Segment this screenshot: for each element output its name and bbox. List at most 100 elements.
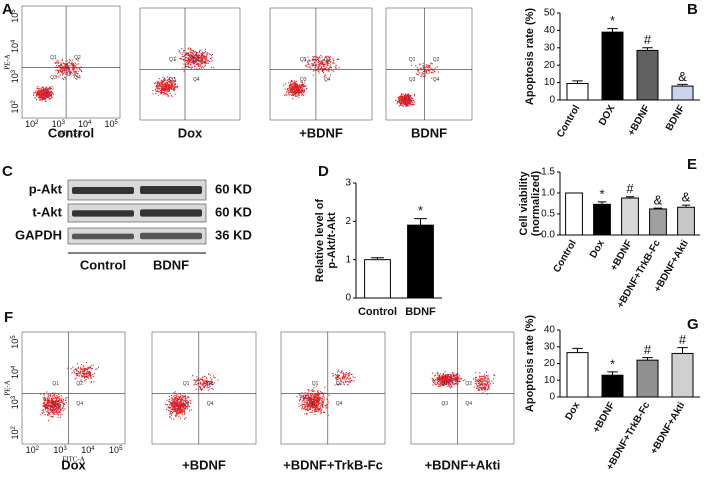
event-dot — [48, 399, 50, 401]
event-dot — [192, 53, 194, 55]
event-dot — [432, 384, 434, 386]
event-dot — [323, 75, 325, 77]
event-dot — [176, 408, 178, 410]
event-dot — [82, 374, 84, 376]
event-dot — [202, 54, 204, 56]
event-dot — [177, 409, 180, 411]
event-dot — [168, 78, 170, 81]
event-dot — [347, 376, 349, 378]
event-dot — [194, 67, 196, 69]
event-dot — [83, 375, 85, 377]
event-dot — [425, 66, 427, 68]
event-dot — [491, 380, 493, 382]
event-dot — [56, 408, 59, 411]
event-dot — [295, 91, 298, 94]
event-dot — [161, 91, 163, 94]
event-dot — [326, 69, 328, 71]
event-dot — [310, 395, 312, 397]
event-dot — [58, 405, 60, 408]
event-dot — [53, 405, 55, 407]
event-dot — [420, 67, 422, 69]
event-dot — [460, 378, 462, 380]
event-dot — [181, 400, 183, 402]
event-dot — [49, 92, 51, 94]
event-dot — [300, 85, 302, 87]
y-axis-label: Apoptosis rate (%) — [524, 315, 536, 413]
event-dot — [483, 383, 485, 385]
event-dot — [401, 102, 403, 104]
event-dot — [407, 94, 409, 96]
event-dot — [402, 101, 404, 103]
event-dot — [171, 87, 173, 89]
event-dot — [312, 401, 314, 403]
event-dot — [448, 379, 450, 382]
event-dot — [485, 386, 487, 389]
event-dot — [321, 62, 323, 64]
event-dot — [167, 88, 169, 90]
tick-exponent: 3 — [62, 120, 66, 126]
event-dot — [316, 69, 318, 71]
event-dot — [73, 68, 75, 70]
event-dot — [342, 373, 345, 375]
event-dot — [328, 62, 330, 64]
event-dot — [45, 406, 47, 408]
event-dot — [44, 406, 46, 408]
event-dot — [182, 396, 184, 399]
event-dot — [179, 401, 181, 404]
event-dot — [474, 378, 476, 380]
event-dot — [58, 71, 60, 73]
event-dot — [62, 408, 64, 410]
row-label: GAPDH — [15, 227, 62, 242]
event-dot — [320, 60, 322, 62]
event-dot — [301, 86, 303, 88]
event-dot — [177, 406, 179, 408]
event-dot — [188, 405, 190, 408]
event-dot — [46, 94, 48, 96]
event-dot — [480, 381, 483, 383]
event-dot — [41, 97, 44, 99]
event-dot — [406, 99, 408, 101]
event-dot — [173, 83, 176, 85]
event-dot — [477, 385, 479, 387]
event-dot — [332, 375, 334, 377]
event-dot — [187, 63, 189, 65]
event-dot — [447, 379, 449, 381]
panel-letter: E — [687, 156, 697, 173]
event-dot — [77, 60, 79, 62]
event-dot — [50, 407, 52, 409]
event-dot — [171, 77, 173, 80]
size-label: 36 KD — [215, 227, 252, 242]
event-dot — [298, 96, 300, 98]
event-dot — [294, 94, 297, 96]
event-dot — [201, 54, 203, 57]
event-dot — [326, 404, 328, 406]
event-dot — [433, 70, 436, 72]
x-tick-label: DOX — [597, 103, 618, 128]
event-dot — [307, 405, 310, 407]
event-dot — [75, 58, 77, 60]
event-dot — [201, 56, 204, 59]
event-dot — [488, 381, 490, 383]
tick-base: 10 — [52, 119, 62, 129]
event-dot — [69, 73, 71, 75]
event-dot — [447, 374, 450, 376]
event-dot — [66, 71, 69, 73]
event-dot — [419, 63, 421, 65]
event-dot — [454, 380, 456, 382]
event-dot — [313, 64, 315, 67]
event-dot — [168, 95, 170, 97]
event-dot — [437, 71, 439, 73]
event-dot — [438, 385, 440, 387]
event-dot — [178, 51, 180, 53]
event-dot — [303, 85, 305, 87]
y-tick-label: 20 — [544, 358, 556, 369]
event-dot — [302, 396, 304, 398]
event-dot — [67, 66, 69, 68]
event-dot — [57, 59, 59, 61]
event-dot — [191, 54, 193, 56]
event-dot — [167, 86, 169, 88]
event-dot — [180, 403, 182, 405]
y-tick-label: 3 — [345, 178, 351, 189]
event-dot — [64, 71, 66, 73]
event-dot — [42, 89, 45, 91]
